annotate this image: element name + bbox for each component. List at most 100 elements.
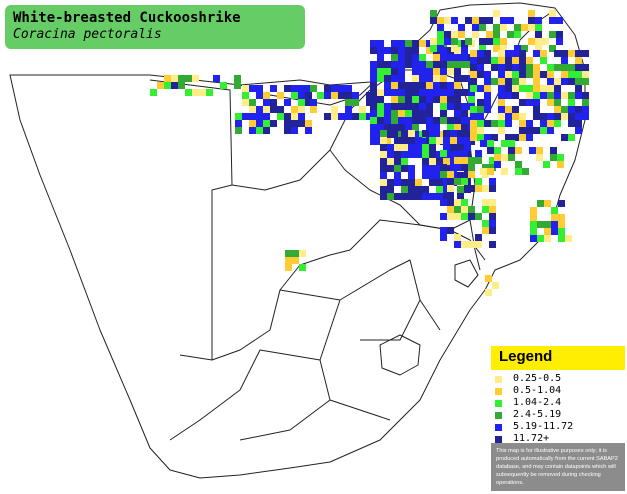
distribution-cell — [493, 24, 500, 31]
distribution-cell — [426, 61, 433, 68]
legend-swatch — [495, 388, 502, 395]
distribution-cell — [487, 147, 494, 154]
distribution-cell — [447, 124, 454, 131]
distribution-cell — [436, 165, 443, 172]
distribution-cell — [384, 89, 391, 96]
distribution-cell — [440, 89, 447, 96]
distribution-cell — [486, 31, 493, 38]
distribution-cell — [384, 138, 391, 145]
distribution-cell — [419, 40, 426, 47]
distribution-cell — [437, 31, 444, 38]
distribution-cell — [443, 179, 450, 186]
distribution-cell — [443, 130, 450, 137]
distribution-cell — [415, 151, 422, 158]
distribution-cell — [285, 257, 292, 264]
distribution-cell — [249, 106, 256, 113]
distribution-cell — [284, 120, 291, 127]
distribution-cell — [426, 110, 433, 117]
distribution-cell — [519, 120, 526, 127]
distribution-cell — [558, 214, 565, 221]
distribution-cell — [380, 193, 387, 200]
distribution-cell — [433, 82, 440, 89]
distribution-cell — [444, 31, 451, 38]
distribution-cell — [433, 131, 440, 138]
distribution-cell — [412, 68, 419, 75]
distribution-cell — [461, 164, 468, 171]
distribution-cell — [430, 38, 437, 45]
distribution-cell — [493, 45, 500, 52]
distribution-cell — [484, 57, 491, 64]
distribution-cell — [377, 124, 384, 131]
distribution-cell — [507, 17, 514, 24]
distribution-cell — [477, 106, 484, 113]
distribution-cell — [284, 85, 291, 92]
distribution-cell — [505, 50, 512, 57]
distribution-cell — [256, 106, 263, 113]
distribution-cell — [398, 47, 405, 54]
distribution-cell — [270, 99, 277, 106]
distribution-cell — [484, 78, 491, 85]
distribution-cell — [370, 138, 377, 145]
distribution-cell — [370, 110, 377, 117]
distribution-cell — [429, 144, 436, 151]
legend-entry: 0.25-0.5 — [491, 373, 625, 386]
lesotho-border — [379, 334, 421, 376]
distribution-cell — [489, 213, 496, 220]
distribution-cell — [405, 89, 412, 96]
distribution-cell — [528, 38, 535, 45]
distribution-cell — [408, 151, 415, 158]
distribution-cell — [519, 127, 526, 134]
legend-entry: 11.72+ — [491, 433, 625, 446]
distribution-cell — [526, 127, 533, 134]
distribution-cell — [464, 137, 471, 144]
distribution-cell — [477, 57, 484, 64]
distribution-cell — [454, 96, 461, 103]
distribution-cell — [426, 40, 433, 47]
distribution-cell — [537, 235, 544, 242]
distribution-cell — [487, 168, 494, 175]
distribution-cell — [450, 165, 457, 172]
distribution-cell — [554, 92, 561, 99]
legend-entry-label: 11.72+ — [513, 433, 550, 444]
distribution-cell — [470, 120, 477, 127]
distribution-cell — [468, 157, 475, 164]
distribution-cell — [575, 71, 582, 78]
distribution-cell — [171, 75, 178, 82]
distribution-cell — [440, 199, 447, 206]
distribution-cell — [484, 71, 491, 78]
distribution-cell — [422, 165, 429, 172]
distribution-cell — [454, 234, 461, 241]
distribution-cell — [440, 54, 447, 61]
distribution-cell — [298, 99, 305, 106]
distribution-cell — [419, 138, 426, 145]
distribution-cell — [405, 54, 412, 61]
distribution-cell — [419, 82, 426, 89]
distribution-cell — [377, 40, 384, 47]
distribution-cell — [544, 200, 551, 207]
distribution-cell — [554, 113, 561, 120]
distribution-cell — [412, 89, 419, 96]
distribution-cell — [394, 144, 401, 151]
distribution-cell — [489, 164, 496, 171]
distribution-cell — [377, 103, 384, 110]
distribution-cell — [419, 96, 426, 103]
distribution-cell — [461, 75, 468, 82]
distribution-cell — [391, 61, 398, 68]
distribution-cell — [242, 85, 249, 92]
distribution-cell — [444, 17, 451, 24]
distribution-cell — [443, 158, 450, 165]
distribution-cell — [384, 68, 391, 75]
distribution-cell — [440, 61, 447, 68]
distribution-cell — [561, 106, 568, 113]
distribution-cell — [429, 130, 436, 137]
distribution-cell — [547, 85, 554, 92]
distribution-cell — [419, 117, 426, 124]
distribution-cell — [249, 113, 256, 120]
distribution-cell — [440, 171, 447, 178]
distribution-cell — [429, 137, 436, 144]
distribution-cell — [575, 113, 582, 120]
distribution-cell — [468, 213, 475, 220]
distribution-cell — [526, 64, 533, 71]
distribution-cell — [426, 117, 433, 124]
distribution-cell — [519, 50, 526, 57]
